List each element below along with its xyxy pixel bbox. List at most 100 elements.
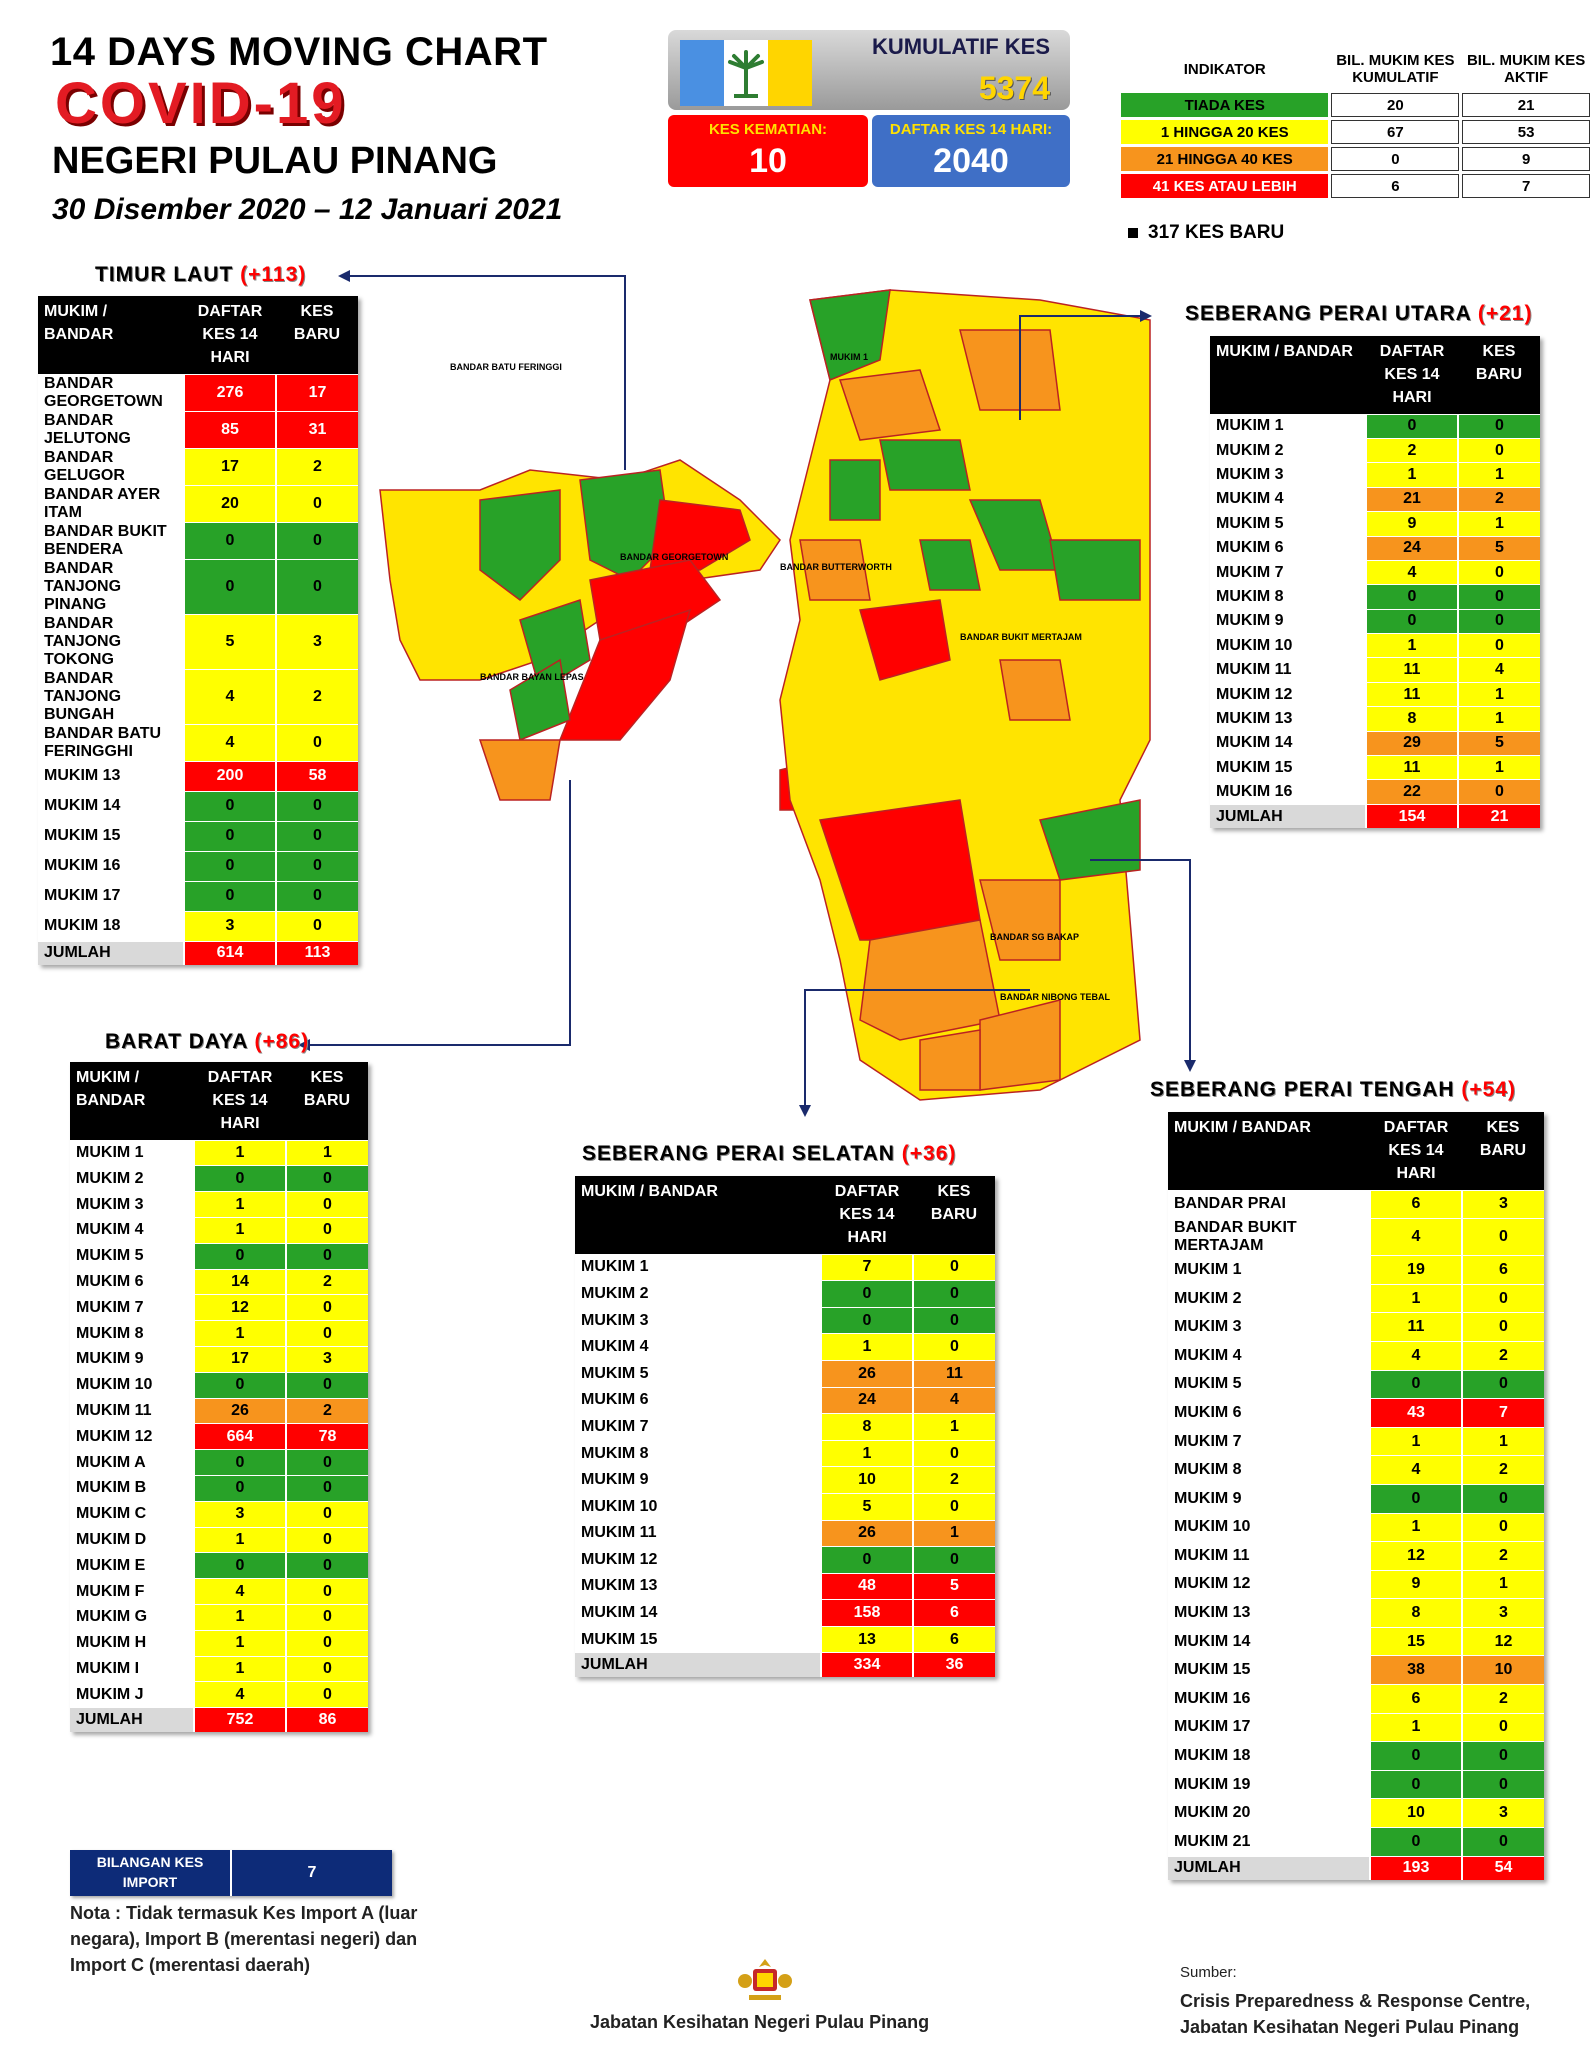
table-header: MUKIM / BANDAR DAFTAR KES 14 HARI KES BARU — [1168, 1112, 1544, 1191]
table-row: MUKIM 11 12 2 — [1168, 1541, 1544, 1571]
deaths-value: 10 — [749, 142, 787, 180]
row-daftar: 11 — [1365, 755, 1458, 780]
row-name: MUKIM 17 — [1168, 1712, 1370, 1742]
row-baru: 11 — [912, 1359, 995, 1388]
table-row: MUKIM 1 19 6 — [1168, 1255, 1544, 1285]
row-name: MUKIM 1 — [70, 1139, 194, 1166]
table-row: MUKIM 16 22 0 — [1210, 779, 1540, 805]
row-name: MUKIM 7 — [1168, 1426, 1370, 1456]
row-daftar: 0 — [193, 1371, 286, 1399]
row-baru: 0 — [285, 1681, 368, 1708]
table-sps: MUKIM / BANDAR DAFTAR KES 14 HARI KES BARU… — [575, 1176, 995, 1677]
row-baru: 1 — [912, 1519, 995, 1547]
row-baru: 0 — [1461, 1218, 1544, 1256]
header-baru: KES BARU — [1458, 336, 1540, 415]
row-daftar: 0 — [193, 1552, 286, 1579]
row-baru: 0 — [1457, 584, 1540, 610]
row-name: MUKIM F — [70, 1578, 194, 1605]
row-daftar: 0 — [820, 1306, 913, 1334]
row-daftar: 0 — [183, 521, 276, 560]
penang-map: BANDAR BATU FERINGGI BANDAR BAYAN LEPAS … — [379, 289, 1151, 1101]
table-row: BANDAR TANJONG PINANG 0 0 — [38, 558, 358, 615]
row-baru: 0 — [275, 790, 358, 822]
row-baru: 0 — [1457, 437, 1540, 463]
row-baru: 3 — [285, 1345, 368, 1373]
row-name: MUKIM 9 — [1210, 608, 1366, 634]
cumulative-value: 5374 — [978, 70, 1050, 106]
row-name: MUKIM I — [70, 1655, 194, 1682]
row-name: MUKIM 15 — [1210, 755, 1366, 780]
row-daftar: 0 — [183, 850, 276, 882]
row-daftar: 26 — [193, 1397, 286, 1424]
map-label: BANDAR BAYAN LEPAS — [480, 672, 584, 682]
row-baru: 3 — [275, 613, 358, 670]
row-daftar: 7 — [820, 1253, 913, 1281]
row-daftar: 1 — [193, 1139, 286, 1166]
row-daftar: 10 — [820, 1466, 913, 1494]
map-label: BANDAR BUKIT MERTAJAM — [960, 632, 1082, 642]
row-baru: 2 — [1461, 1684, 1544, 1714]
row-baru: 0 — [912, 1280, 995, 1308]
row-daftar: 5 — [183, 613, 276, 670]
cases14-box: DAFTAR KES 14 HARI: 2040 — [872, 115, 1070, 187]
table-row: MUKIM 11 26 2 — [70, 1397, 368, 1424]
header-baru: KES BARU — [276, 296, 358, 375]
row-name: BANDAR TANJONG TOKONG — [38, 613, 184, 670]
row-baru: 1 — [912, 1413, 995, 1441]
row-daftar: 0 — [1365, 584, 1458, 610]
row-daftar: 4 — [193, 1578, 286, 1605]
import-label: BILANGAN KES IMPORT — [70, 1850, 230, 1896]
row-baru: 0 — [285, 1216, 368, 1244]
chart-title: 14 DAYS MOVING CHART — [50, 30, 548, 74]
legend-table: INDIKATOR BIL. MUKIM KES KUMULATIF BIL. … — [1118, 48, 1593, 201]
footer-agency: Jabatan Kesihatan Negeri Pulau Pinang — [590, 2012, 930, 2032]
row-daftar: 2 — [1365, 437, 1458, 463]
row-daftar: 0 — [183, 558, 276, 615]
table-row: MUKIM 14 0 0 — [38, 790, 358, 822]
row-daftar: 3 — [193, 1500, 286, 1528]
row-daftar: 13 — [820, 1625, 913, 1653]
table-timur-laut: MUKIM / BANDAR DAFTAR KES 14 HARI KES BARU… — [38, 296, 358, 966]
row-baru: 0 — [285, 1449, 368, 1476]
row-daftar: 26 — [820, 1359, 913, 1388]
total-baru: 86 — [285, 1707, 368, 1732]
cases14-label: DAFTAR KES 14 HARI: — [889, 121, 1053, 138]
row-daftar: 3 — [183, 910, 276, 942]
cumulative-label: KUMULATIF KES — [871, 34, 1050, 59]
row-baru: 0 — [1461, 1483, 1544, 1513]
deaths-label: KES KEMATIAN: — [708, 121, 828, 138]
row-baru: 2 — [1461, 1455, 1544, 1485]
row-name: BANDAR JELUTONG — [38, 410, 184, 449]
row-name: MUKIM 13 — [38, 760, 184, 792]
row-daftar: 1 — [193, 1655, 286, 1682]
row-name: MUKIM 9 — [1168, 1483, 1370, 1513]
legend-cumulative: 0 — [1331, 147, 1460, 171]
map-label: BANDAR BUTTERWORTH — [780, 562, 892, 572]
row-name: MUKIM 7 — [1210, 559, 1366, 585]
row-name: MUKIM 12 — [70, 1423, 194, 1450]
total-baru: 113 — [275, 940, 358, 966]
row-baru: 3 — [1461, 1798, 1544, 1828]
table-spt: MUKIM / BANDAR DAFTAR KES 14 HARI KES BARU… — [1168, 1112, 1544, 1881]
row-baru: 5 — [912, 1572, 995, 1600]
row-daftar: 1 — [820, 1439, 913, 1467]
table-row: MUKIM 6 24 5 — [1210, 535, 1540, 561]
total-label: JUMLAH — [70, 1707, 194, 1732]
row-name: MUKIM 18 — [1168, 1741, 1370, 1771]
row-baru: 0 — [285, 1629, 368, 1656]
state-title: NEGERI PULAU PINANG — [52, 140, 498, 182]
row-name: MUKIM 2 — [70, 1165, 194, 1192]
total-baru: 36 — [912, 1652, 995, 1677]
